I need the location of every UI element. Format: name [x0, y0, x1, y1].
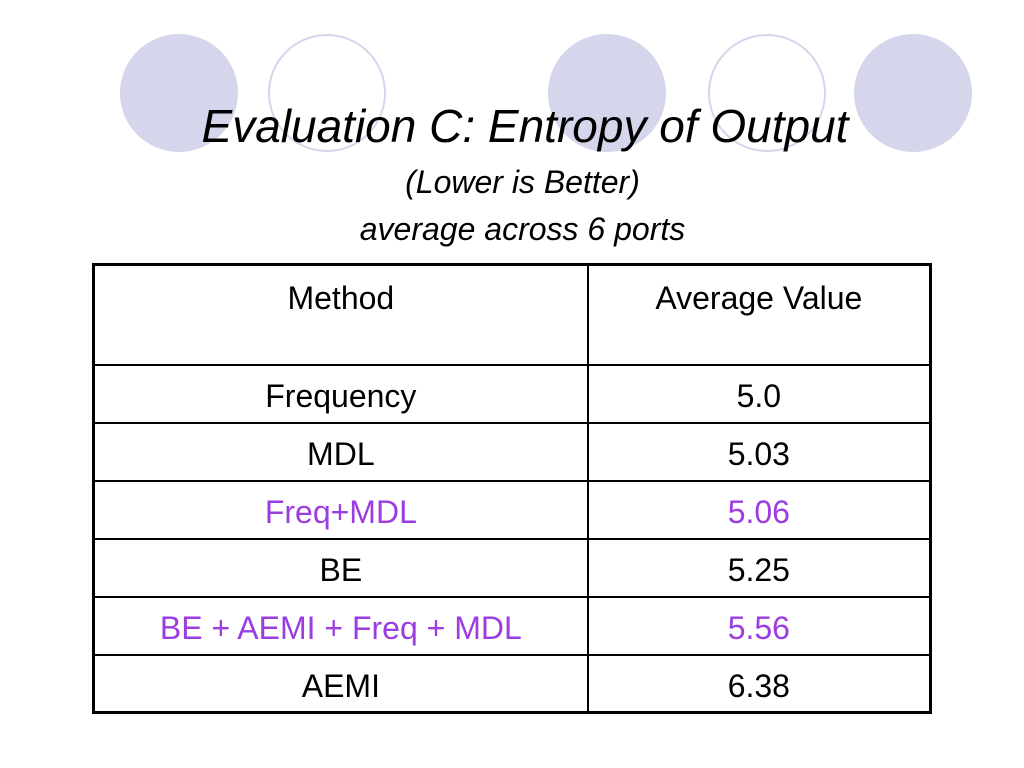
slide-subtitle-lower-is-better: (Lower is Better) [405, 164, 640, 200]
decor-circle-5 [854, 34, 972, 152]
table-row: AEMI 6.38 [92, 653, 932, 714]
value-cell: 5.06 [586, 479, 932, 540]
table-row: MDL 5.03 [92, 421, 932, 482]
table-row: Frequency 5.0 [92, 363, 932, 424]
decor-circle-3 [548, 34, 666, 152]
method-cell: BE [92, 537, 589, 598]
value-cell: 5.25 [586, 537, 932, 598]
decor-circle-4 [708, 34, 826, 152]
value-cell: 5.56 [586, 595, 932, 656]
decor-circle-1 [120, 34, 238, 152]
method-cell: BE + AEMI + Freq + MDL [92, 595, 589, 656]
header-average-value: Average Value [586, 263, 932, 366]
header-method: Method [92, 263, 589, 366]
table-row: BE 5.25 [92, 537, 932, 598]
table-row: BE + AEMI + Freq + MDL 5.56 [92, 595, 932, 656]
method-cell: AEMI [92, 653, 589, 714]
method-cell: Frequency [92, 363, 589, 424]
method-cell: Freq+MDL [92, 479, 589, 540]
results-table: Method Average Value Frequency 5.0 MDL 5… [92, 263, 932, 714]
decor-circle-2 [268, 34, 386, 152]
value-cell: 5.0 [586, 363, 932, 424]
slide-title: Evaluation C: Entropy of Output [201, 100, 849, 152]
table-header-row: Method Average Value [92, 263, 932, 366]
slide-subtitle-average: average across 6 ports [359, 211, 686, 247]
table-row: Freq+MDL 5.06 [92, 479, 932, 540]
value-cell: 5.03 [586, 421, 932, 482]
value-cell: 6.38 [586, 653, 932, 714]
method-cell: MDL [92, 421, 589, 482]
